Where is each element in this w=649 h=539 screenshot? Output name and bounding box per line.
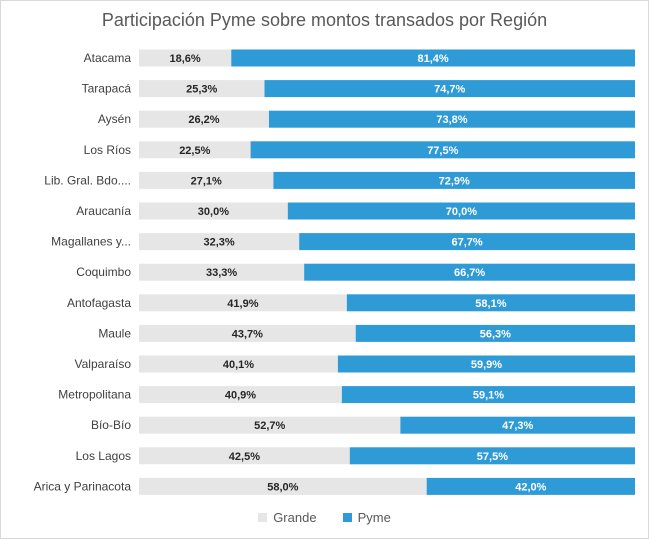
- bar-grande: [139, 447, 350, 465]
- data-label-grande: 41,9%: [227, 298, 258, 310]
- bar-pyme: [264, 80, 635, 98]
- category-label: Arica y Parinacota: [34, 479, 132, 493]
- bar-pyme: [349, 447, 635, 465]
- bar-grande: [139, 294, 347, 312]
- data-label-pyme: 70,0%: [446, 206, 477, 218]
- category-label: Antofagasta: [67, 296, 131, 310]
- data-label-pyme: 74,7%: [434, 84, 465, 96]
- bar-pyme: [250, 141, 635, 159]
- data-label-pyme: 77,5%: [427, 145, 458, 157]
- bar-pyme: [304, 263, 635, 281]
- data-label-grande: 52,7%: [254, 420, 285, 432]
- data-label-grande: 32,3%: [203, 237, 234, 249]
- bar-pyme: [400, 416, 635, 434]
- data-label-pyme: 42,0%: [515, 481, 546, 493]
- category-label: Lib. Gral. Bdo....: [44, 173, 131, 187]
- data-label-grande: 42,5%: [229, 451, 260, 463]
- legend-item-grande: Grande: [258, 510, 317, 525]
- bar-pyme: [268, 110, 635, 128]
- data-label-grande: 26,2%: [188, 114, 219, 126]
- category-label: Coquimbo: [76, 265, 131, 279]
- bar-pyme: [346, 294, 635, 312]
- category-label: Maule: [98, 326, 131, 340]
- data-label-grande: 43,7%: [232, 328, 263, 340]
- data-label-pyme: 67,7%: [451, 237, 482, 249]
- bar-pyme: [355, 324, 635, 342]
- data-label-pyme: 59,1%: [473, 390, 504, 402]
- data-label-grande: 33,3%: [206, 267, 237, 279]
- data-label-grande: 18,6%: [170, 53, 201, 65]
- bar-pyme: [426, 477, 635, 495]
- legend-label-pyme: Pyme: [357, 510, 391, 525]
- bar-pyme: [337, 355, 635, 373]
- data-label-grande: 40,1%: [223, 359, 254, 371]
- bar-grande: [139, 386, 342, 404]
- legend: Grande Pyme: [0, 510, 649, 525]
- data-label-grande: 27,1%: [191, 175, 222, 187]
- data-label-grande: 30,0%: [198, 206, 229, 218]
- data-label-grande: 25,3%: [186, 84, 217, 96]
- category-label: Tarapacá: [82, 82, 132, 96]
- category-label: Atacama: [84, 51, 132, 65]
- bar-grande: [139, 263, 305, 281]
- legend-item-pyme: Pyme: [342, 510, 391, 525]
- category-label: Bío-Bío: [91, 418, 131, 432]
- bar-grande: [139, 171, 274, 189]
- data-label-pyme: 72,9%: [439, 175, 470, 187]
- legend-swatch-pyme: [342, 513, 352, 522]
- category-label: Los Ríos: [84, 143, 131, 157]
- data-label-pyme: 57,5%: [477, 451, 508, 463]
- bar-grande: [139, 110, 269, 128]
- bar-grande: [139, 233, 300, 251]
- bar-grande: [139, 477, 427, 495]
- category-label: Los Lagos: [76, 449, 131, 463]
- category-label: Metropolitana: [58, 388, 131, 402]
- bar-grande: [139, 202, 288, 220]
- legend-label-grande: Grande: [273, 510, 317, 525]
- bar-pyme: [231, 49, 635, 67]
- bar-grande: [139, 49, 232, 67]
- bar-grande: [139, 80, 265, 98]
- bar-chart: Atacama 18,6% 81,4% Tarapacá 25,3% 74,7% Aysén…: [34, 49, 635, 495]
- bar-grande: [139, 324, 356, 342]
- category-label: Araucanía: [76, 204, 131, 218]
- bar-grande: [139, 355, 338, 373]
- data-label-pyme: 58,1%: [475, 298, 506, 310]
- bar-pyme: [287, 202, 635, 220]
- data-label-pyme: 56,3%: [480, 328, 511, 340]
- bar-pyme: [299, 233, 635, 251]
- bar-pyme: [341, 386, 635, 404]
- data-label-pyme: 59,9%: [471, 359, 502, 371]
- chart-title: Participación Pyme sobre montos transado…: [101, 10, 548, 30]
- legend-swatch-grande: [258, 513, 268, 522]
- data-label-pyme: 66,7%: [454, 267, 485, 279]
- bar-grande: [139, 416, 401, 434]
- data-label-grande: 22,5%: [179, 145, 210, 157]
- data-label-pyme: 47,3%: [502, 420, 533, 432]
- bar-pyme: [273, 171, 635, 189]
- data-label-pyme: 73,8%: [436, 114, 467, 126]
- category-label: Aysén: [98, 112, 131, 126]
- data-label-pyme: 81,4%: [418, 53, 449, 65]
- data-label-grande: 58,0%: [267, 481, 298, 493]
- category-label: Valparaíso: [75, 357, 132, 371]
- bar-grande: [139, 141, 251, 159]
- data-label-grande: 40,9%: [225, 390, 256, 402]
- category-label: Magallanes y...: [51, 235, 131, 249]
